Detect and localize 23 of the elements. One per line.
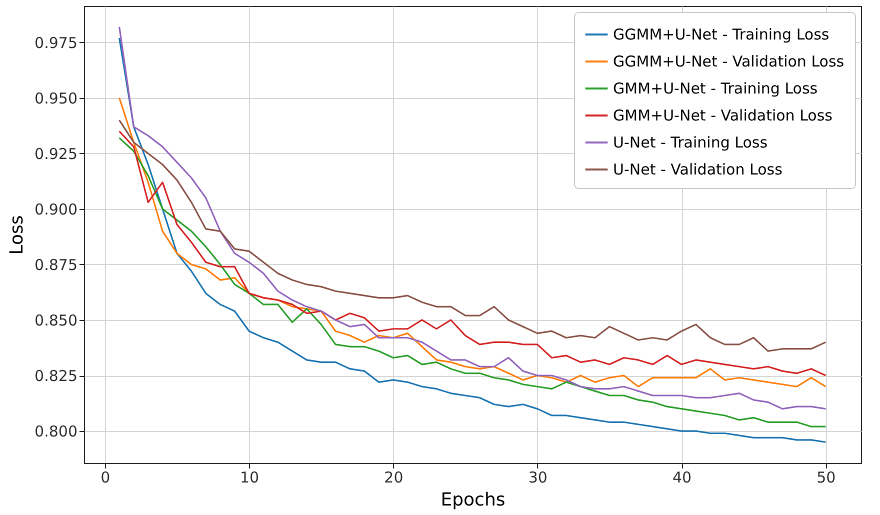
x-tick-label: 40 [672, 468, 692, 486]
y-axis-title: Loss [6, 215, 28, 255]
x-tick-label: 20 [384, 468, 404, 486]
legend-label: U-Net - Validation Loss [613, 160, 783, 178]
legend-label: U-Net - Training Loss [613, 134, 768, 152]
y-tick-label: 0.900 [34, 200, 78, 218]
legend-label: GMM+U-Net - Training Loss [613, 80, 818, 98]
x-tick-label: 50 [816, 468, 836, 486]
y-tick-label: 0.850 [34, 311, 78, 330]
y-tick-label: 0.875 [34, 256, 78, 274]
legend-label: GGMM+U-Net - Training Loss [613, 26, 830, 44]
x-tick-label: 10 [240, 468, 260, 486]
y-tick-label: 0.825 [34, 367, 78, 386]
y-tick-label: 0.925 [34, 144, 78, 163]
line-series [118, 137, 826, 428]
x-axis-title: Epochs [440, 490, 506, 510]
legend-label: GMM+U-Net - Validation Loss [613, 106, 833, 124]
y-tick-label: 0.800 [34, 422, 78, 441]
x-tick-label: 30 [528, 468, 548, 486]
legend-label: GGMM+U-Net - Validation Loss [613, 52, 844, 70]
y-tick-label: 0.975 [34, 34, 78, 52]
x-tick-label: 0 [100, 468, 110, 486]
y-tick-label: 0.950 [34, 89, 78, 108]
